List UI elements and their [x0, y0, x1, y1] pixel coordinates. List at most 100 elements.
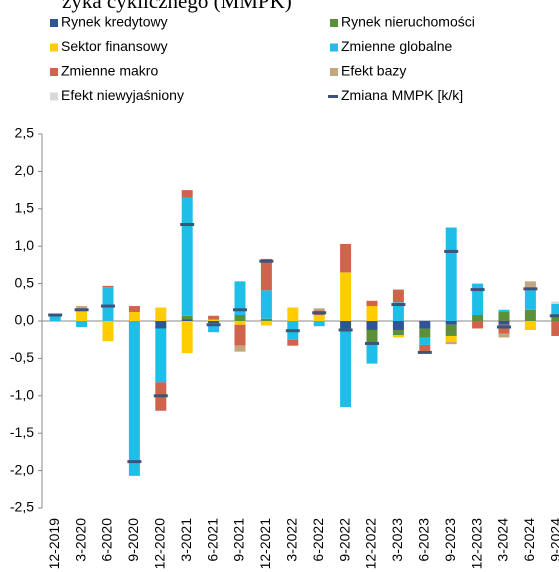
bar-segment: [181, 197, 193, 316]
mmpk-marker: [153, 394, 168, 398]
bar-segment: [366, 321, 378, 330]
mmpk-marker: [206, 323, 221, 327]
bar-segment: [287, 339, 299, 346]
bar-segment: [366, 300, 378, 307]
x-tick-label: 9-2021: [231, 518, 247, 562]
bar-segment: [128, 312, 140, 321]
y-tick-label: -0,5: [10, 349, 34, 365]
bar-segment: [392, 335, 404, 338]
bar-segment: [551, 301, 559, 304]
mmpk-marker: [259, 259, 274, 263]
mmpk-marker: [417, 350, 432, 354]
y-tick-label: -1,5: [10, 424, 34, 440]
x-tick-label: 3-2024: [495, 518, 511, 562]
bar-segment: [419, 337, 431, 345]
bar-segment: [76, 321, 88, 327]
x-tick-label: 9-2023: [442, 518, 458, 562]
x-tick-label: 6-2023: [416, 518, 432, 562]
bar-segment: [498, 309, 510, 313]
mmpk-marker: [74, 308, 89, 312]
bar-segment: [472, 321, 484, 329]
legend-label: Zmienne makro: [61, 63, 158, 79]
x-tick-label: 6-2021: [204, 518, 220, 562]
bar-segment: [181, 319, 193, 321]
bar-segment: [181, 321, 193, 354]
mmpk-marker: [497, 325, 511, 329]
mmpk-marker: [101, 304, 115, 308]
mmpk-marker: [285, 329, 300, 333]
mmpk-marker: [338, 328, 353, 332]
legend-label: Sektor finansowy: [61, 38, 168, 54]
bar-segment: [524, 309, 536, 321]
mmpk-marker: [48, 313, 63, 317]
bar-segment: [49, 315, 61, 321]
x-tick-label: 9-2024: [548, 518, 559, 562]
bar-segment: [155, 321, 167, 329]
mmpk-marker: [127, 460, 142, 464]
legend-label: Rynek kredytowy: [61, 14, 168, 30]
bar-segment: [366, 306, 378, 321]
bar-segment: [445, 321, 457, 325]
bar-segment: [128, 306, 140, 313]
x-tick-label: 9-2022: [336, 518, 352, 562]
bar-segment: [313, 308, 325, 311]
x-tick-label: 3-2023: [389, 518, 405, 562]
bar-segment: [208, 323, 220, 333]
legend-label: Zmiana MMPK [k/k]: [341, 87, 463, 103]
legend-label: Efekt niewyjaśniony: [61, 87, 184, 103]
y-tick-label: -1,0: [10, 387, 34, 403]
x-tick-label: 3-2020: [72, 518, 88, 562]
bar-segment: [498, 312, 510, 321]
mmpk-marker: [523, 287, 538, 291]
bar-segment: [445, 324, 457, 336]
bar-segment: [234, 321, 246, 325]
bar-segment: [181, 190, 193, 198]
x-tick-label: 12-2021: [257, 518, 273, 570]
bar-segment: [340, 328, 352, 408]
legend-swatch: [50, 43, 58, 52]
bar-segment: [445, 227, 457, 321]
y-tick-label: 0,0: [15, 312, 35, 328]
bar-segment: [260, 321, 272, 326]
bar-segment: [181, 315, 193, 320]
bar-segment: [419, 344, 431, 351]
y-tick-label: 2,0: [15, 162, 35, 178]
x-tick-label: 3-2021: [178, 518, 194, 562]
bar-segment: [340, 243, 352, 273]
y-tick-label: 1,5: [15, 200, 35, 216]
bar-segment: [366, 329, 378, 345]
y-tick-label: 1,0: [15, 237, 35, 253]
bar-segment: [419, 328, 431, 338]
bar-segment: [234, 324, 246, 346]
mmpk-marker: [444, 249, 459, 253]
bar-segment: [234, 345, 246, 352]
bar-segment: [102, 321, 114, 342]
bar-segment: [208, 321, 220, 324]
x-tick-label: 12-2023: [468, 518, 484, 570]
legend-swatch: [330, 68, 338, 76]
bar-segment: [524, 288, 536, 310]
x-tick-label: 9-2020: [125, 518, 141, 562]
x-tick-label: 3-2022: [284, 518, 300, 562]
legend-label: Efekt bazy: [341, 63, 406, 79]
bar-segment: [102, 285, 114, 288]
bar-segment: [260, 318, 272, 321]
bar-segment: [260, 290, 272, 319]
mmpk-marker: [180, 223, 195, 227]
mmpk-marker: [391, 303, 406, 307]
x-tick-label: 12-2020: [152, 518, 168, 570]
bar-segment: [498, 333, 510, 338]
legend-swatch: [50, 19, 58, 27]
legend-swatch: [328, 95, 338, 98]
y-tick-label: -2,0: [10, 461, 34, 477]
bar-segment: [524, 321, 536, 330]
y-tick-label: 2,5: [15, 125, 35, 141]
bar-segment: [76, 306, 88, 310]
bar-segment: [155, 307, 167, 321]
chart-title: zyka cyklicznego (MMPK): [62, 0, 292, 13]
bar-segment: [392, 289, 404, 303]
bar-segment: [208, 319, 220, 321]
bar-segment: [445, 341, 457, 345]
bar-segment: [287, 307, 299, 321]
